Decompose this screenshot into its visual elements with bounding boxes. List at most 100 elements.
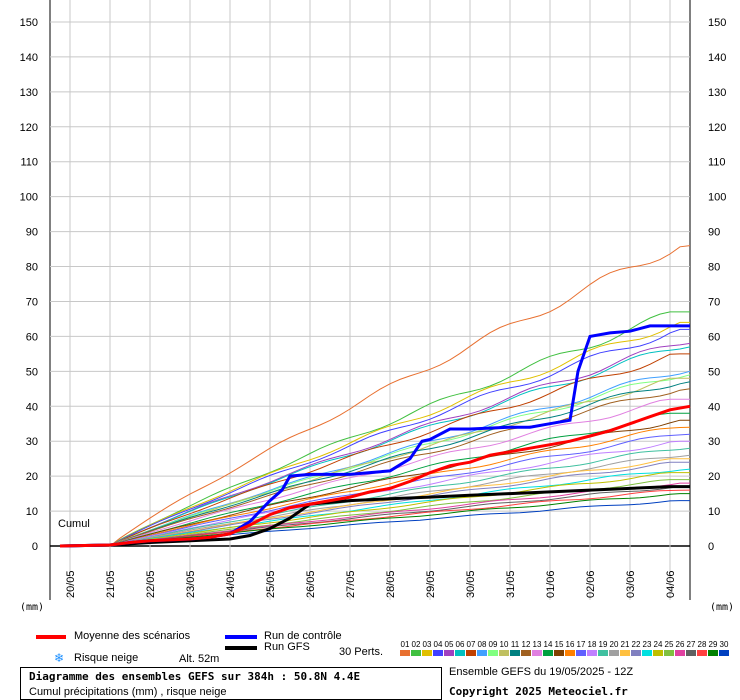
perturbation-number: 29 bbox=[708, 640, 718, 649]
info-box: Diagramme des ensembles GEFS sur 384h : … bbox=[20, 667, 442, 700]
y-tick-label-right: 0 bbox=[708, 541, 714, 553]
perturbation-number: 28 bbox=[697, 640, 707, 649]
chart-title: Diagramme des ensembles GEFS sur 384h : … bbox=[29, 670, 361, 683]
legend-mean-swatch bbox=[36, 635, 66, 639]
y-tick-label-left: 30 bbox=[26, 436, 38, 448]
perturbation-number: 17 bbox=[576, 640, 586, 649]
perturbation-number: 11 bbox=[510, 640, 520, 649]
perturbation-line bbox=[60, 426, 691, 547]
copyright: Copyright 2025 Meteociel.fr bbox=[449, 685, 628, 698]
perturbation-line bbox=[60, 461, 690, 547]
perturbation-line bbox=[60, 472, 690, 547]
perturbation-swatch bbox=[444, 650, 454, 656]
legend-control-label: Run de contrôle bbox=[264, 630, 342, 642]
altitude-label: Alt. 52m bbox=[179, 653, 220, 665]
perturbation-swatch bbox=[587, 650, 597, 656]
x-tick-label: 26/05 bbox=[305, 570, 317, 598]
y-tick-label-right: 120 bbox=[708, 122, 726, 134]
x-tick-label: 22/05 bbox=[145, 570, 157, 598]
y-tick-label-right: 110 bbox=[708, 157, 726, 169]
perturbation-swatch bbox=[642, 650, 652, 656]
grid bbox=[49, 0, 691, 600]
perturbation-line bbox=[60, 388, 691, 547]
y-tick-label-right: 30 bbox=[708, 436, 720, 448]
perturbation-number: 03 bbox=[422, 640, 432, 649]
perturbation-number: 27 bbox=[686, 640, 696, 649]
y-tick-label-left: 70 bbox=[26, 296, 38, 308]
perturbation-number: 15 bbox=[554, 640, 564, 649]
x-tick-label: 24/05 bbox=[225, 570, 237, 598]
x-tick-label: 23/05 bbox=[185, 570, 197, 598]
perturbation-swatch bbox=[686, 650, 696, 656]
perturbation-swatch bbox=[532, 650, 542, 656]
legend-gfs-label: Run GFS bbox=[264, 641, 310, 653]
x-tick-label: 30/05 bbox=[465, 570, 477, 598]
perturbation-number: 09 bbox=[488, 640, 498, 649]
y-tick-label-right: 130 bbox=[708, 87, 726, 99]
y-tick-label-right: 20 bbox=[708, 471, 720, 483]
y-tick-label-left: 130 bbox=[20, 87, 38, 99]
y-tick-label-right: 40 bbox=[708, 401, 720, 413]
y-tick-label-left: 20 bbox=[26, 471, 38, 483]
legend-gfs-swatch bbox=[225, 646, 257, 650]
y-tick-label-left: 140 bbox=[20, 52, 38, 64]
perturbation-swatch bbox=[565, 650, 575, 656]
legend-mean-label: Moyenne des scénarios bbox=[74, 630, 191, 642]
perturbation-line bbox=[60, 468, 691, 547]
perturbation-number: 04 bbox=[433, 640, 443, 649]
y-tick-label-right: 60 bbox=[708, 331, 720, 343]
perturbation-line bbox=[60, 328, 690, 547]
perturbation-line bbox=[60, 486, 690, 547]
perturbation-swatch bbox=[510, 650, 520, 656]
precipitation-chart: 0 0 10 10 20 20 30 30 40 40 50 50 60 60 70 70 80 80 90 90 10… bbox=[20, 0, 734, 613]
perts-label: 30 Perts. bbox=[339, 646, 384, 658]
x-tick-label: 28/05 bbox=[385, 570, 397, 598]
x-tick-label: 03/06 bbox=[625, 570, 637, 598]
perturbation-line bbox=[60, 353, 690, 547]
perturbation-swatch bbox=[675, 650, 685, 656]
y-tick-label-left: 90 bbox=[26, 227, 38, 239]
y-tick-label-left: 120 bbox=[20, 122, 38, 134]
perturbation-number: 24 bbox=[653, 640, 663, 649]
perturbation-number: 26 bbox=[675, 640, 685, 649]
gfs-line bbox=[59, 485, 690, 548]
y-tick-label-left: 0 bbox=[32, 541, 38, 553]
perturbation-number: 05 bbox=[444, 640, 454, 649]
perturbation-number: 02 bbox=[411, 640, 421, 649]
perturbation-number: 08 bbox=[477, 640, 487, 649]
perturbation-number: 07 bbox=[466, 640, 476, 649]
perturbation-number: 06 bbox=[455, 640, 465, 649]
y-tick-label-left: 60 bbox=[26, 331, 38, 343]
x-tick-label: 31/05 bbox=[505, 570, 517, 598]
perturbation-number: 20 bbox=[609, 640, 619, 649]
y-tick-label-right: 80 bbox=[708, 262, 720, 274]
perturbation-swatch bbox=[697, 650, 707, 656]
perturbation-swatch bbox=[653, 650, 663, 656]
y-tick-label-left: 50 bbox=[26, 366, 38, 378]
legend-snow-label: Risque neige bbox=[74, 652, 139, 664]
perturbation-swatch bbox=[719, 650, 729, 656]
y-tick-label-right: 150 bbox=[708, 17, 726, 29]
x-tick-label: 29/05 bbox=[425, 570, 437, 598]
y-tick-label-left: 150 bbox=[20, 17, 38, 29]
perturbation-swatch bbox=[708, 650, 718, 656]
perturbation-swatch bbox=[488, 650, 498, 656]
perturbation-line bbox=[60, 381, 691, 547]
perturbation-number: 10 bbox=[499, 640, 509, 649]
y-tick-label-right: 140 bbox=[708, 52, 726, 64]
perturbation-series bbox=[60, 245, 691, 547]
snowflake-icon: ❄ bbox=[54, 651, 65, 665]
x-tick-label: 04/06 bbox=[665, 570, 677, 598]
y-tick-label-left: 80 bbox=[26, 262, 38, 274]
perturbation-swatch bbox=[477, 650, 487, 656]
main-series bbox=[59, 324, 691, 548]
perturbation-number: 21 bbox=[620, 640, 630, 649]
chart-subtitle: Cumul précipitations (mm) , risque neige bbox=[29, 686, 227, 698]
y-axis-label-left: (mm) bbox=[20, 602, 44, 613]
perturbation-number: 25 bbox=[664, 640, 674, 649]
perturbation-swatch bbox=[400, 650, 410, 656]
y-axis-ticks: 0 0 10 10 20 20 30 30 40 40 50 50 60 60 70 70 80 80 90 90 10… bbox=[20, 17, 727, 553]
perturbation-swatch bbox=[664, 650, 674, 656]
perturbation-line bbox=[60, 245, 691, 547]
perturbation-swatch bbox=[576, 650, 586, 656]
